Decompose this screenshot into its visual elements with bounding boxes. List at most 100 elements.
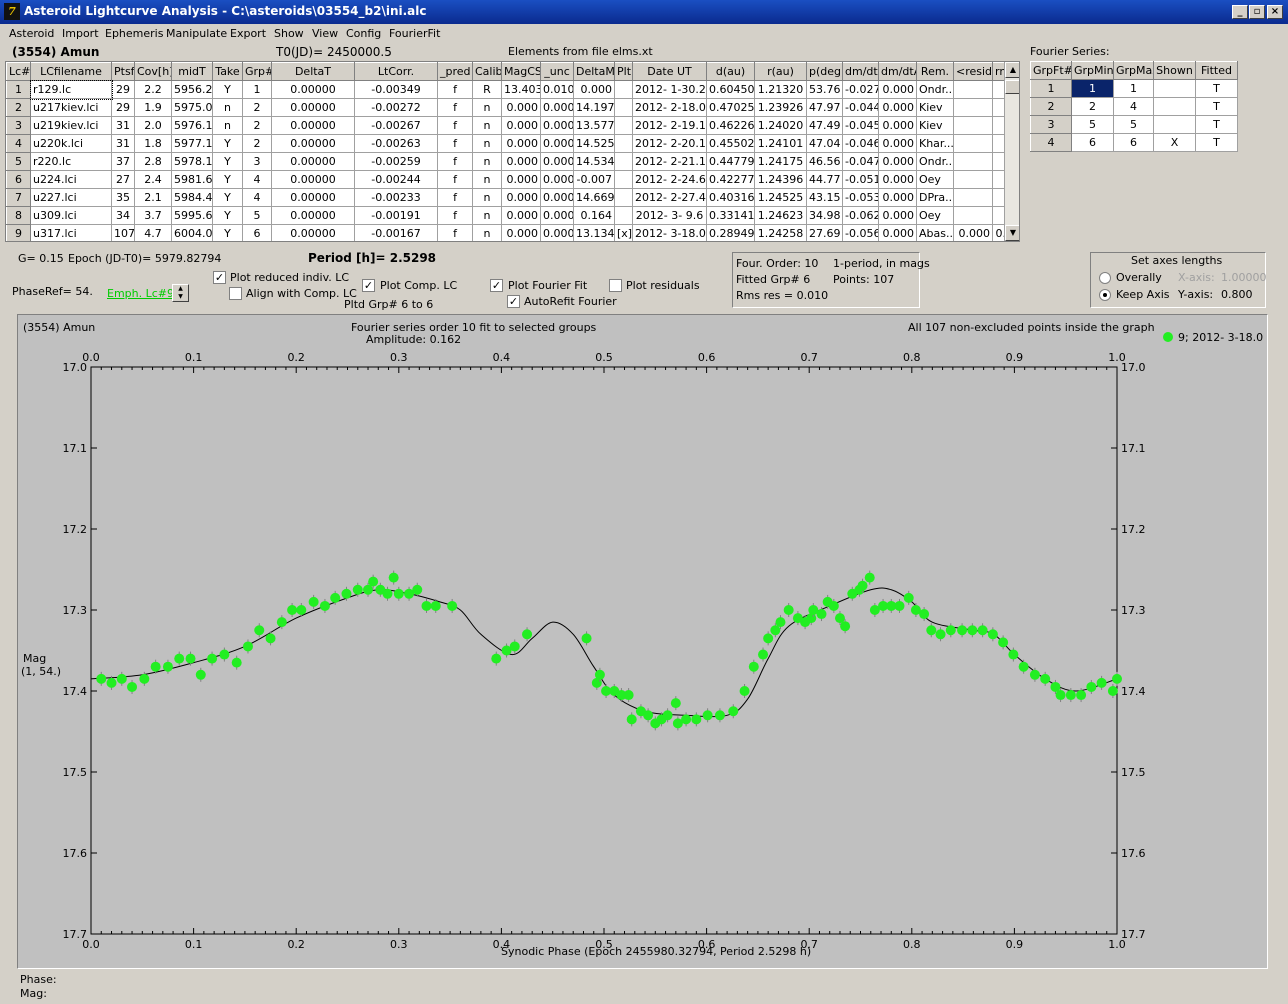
lc-table-cell[interactable]: f [437,116,473,135]
lc-table-cell[interactable]: 14.669 [573,188,615,207]
lc-col-header[interactable]: LtCorr. [354,62,438,81]
lc-table-row[interactable]: 1 r129.lc 29 2.2 5956.2 Y 1 0.00000 -0.00349 f R 13… [6,79,1019,100]
lc-table-cell[interactable]: R [472,80,502,99]
lc-table-cell[interactable]: 2012- 2-19.1 [632,116,707,135]
lc-table-cell[interactable]: 0.00000 [271,98,355,117]
fourier-table-cell[interactable]: 6 [1071,133,1114,152]
lc-table-cell[interactable]: 1.24258 [754,224,807,241]
lc-table-cell[interactable]: 0.00000 [271,188,355,207]
lc-table-cell[interactable]: 47.04 [806,134,843,153]
lc-table-cell[interactable]: 13.134 [573,224,615,241]
lc-table-cell[interactable]: Y [212,206,243,225]
lc-table-row[interactable]: 2 u217kiev.lci 29 1.9 5975.0 n 2 0.00000 -0.0027… [6,98,1019,117]
lc-table-cell[interactable]: 0.00000 [271,116,355,135]
lc-table-cell[interactable]: 5977.1 [171,134,213,153]
lc-table-cell[interactable]: 5981.6 [171,170,213,189]
autorefit-checkbox[interactable]: ✓ [507,295,520,308]
lc-table-cell[interactable]: 0.000 [878,206,917,225]
lc-table-cell[interactable]: 1.24396 [754,170,807,189]
scroll-up-icon[interactable]: ▲ [1005,62,1019,78]
lc-table-cell[interactable] [614,206,633,225]
fourier-col-header[interactable]: Shown [1153,61,1196,80]
lc-col-header[interactable]: Lc# [6,62,31,81]
lc-table-cell[interactable]: -0.045 [842,116,879,135]
lc-table-cell[interactable]: 0.000 [878,224,917,241]
lc-table-cell[interactable]: DPra... [916,188,954,207]
lc-table-cell[interactable]: 107 [111,224,135,241]
fourier-table-cell[interactable]: T [1195,133,1238,152]
lc-table-cell[interactable]: Oey [916,170,954,189]
menu-manipulate[interactable]: Manipulate [166,27,228,40]
lc-table-cell[interactable]: 53.76 [806,80,843,99]
lc-table-cell[interactable] [953,134,993,153]
fourier-table-cell[interactable]: 1 [1113,79,1154,98]
lc-table-cell[interactable]: -0.00267 [354,116,438,135]
lc-table-cell[interactable]: n [212,116,243,135]
lc-table-cell[interactable]: 0.000 [501,224,541,241]
fourier-row-number[interactable]: 4 [1030,133,1072,152]
fourier-col-header[interactable]: Fitted [1195,61,1238,80]
lc-table-cell[interactable]: Khar... [916,134,954,153]
fourier-table-cell[interactable]: T [1195,79,1238,98]
lc-table-cell[interactable]: Kiev [916,98,954,117]
menu-export[interactable]: Export [230,27,267,40]
lc-table-cell[interactable]: 1.21320 [754,80,807,99]
lc-table-cell[interactable]: 0.46226 [706,116,755,135]
lc-table-cell[interactable] [614,134,633,153]
lc-table-cell[interactable]: 27.69 [806,224,843,241]
lc-table-cell[interactable]: -0.007 [573,170,615,189]
lc-table-cell[interactable]: 0.00000 [271,224,355,241]
lc-table-cell[interactable]: 2 [242,116,272,135]
lc-table-cell[interactable]: n [472,188,502,207]
lc-table-cell[interactable]: 0.00000 [271,152,355,171]
lc-table-cell[interactable]: 2012- 3- 9.6 [632,206,707,225]
menu-ephemeris[interactable]: Ephemeris [105,27,164,40]
scroll-thumb[interactable] [1005,80,1019,94]
lc-table-cell[interactable]: 2012- 2-21.1 [632,152,707,171]
lc-table-cell[interactable]: 3 [242,152,272,171]
x-axis-value[interactable]: 1.00000 [1221,271,1267,284]
lc-table-row[interactable]: 4 u220k.lci 31 1.8 5977.1 Y 2 0.00000 -0.00263 f n… [6,134,1019,153]
lc-table-cell[interactable]: 1.24020 [754,116,807,135]
lc-table-row[interactable]: 8 u309.lci 34 3.7 5995.6 Y 5 0.00000 -0.00191 f n 0… [6,206,1019,225]
lc-table-cell[interactable]: 4 [242,188,272,207]
lc-table-cell[interactable]: u309.lci [30,206,112,225]
fourier-table-cell[interactable]: 1 [1071,79,1114,98]
lightcurve-chart[interactable]: (3554) Amun Fourier series order 10 fit … [18,315,1267,968]
lc-table-cell[interactable]: -0.053 [842,188,879,207]
fourier-table-cell[interactable]: 5 [1113,115,1154,134]
lc-table-cell[interactable]: 6 [242,224,272,241]
lc-table-row[interactable]: 9 u317.lci 107 4.7 6004.0 Y 6 0.00000 -0.00167 f n… [6,224,1019,241]
lc-table-cell[interactable]: -0.044 [842,98,879,117]
lc-table-cell[interactable]: 0.000 [878,188,917,207]
lc-table-cell[interactable]: 0.000 [878,134,917,153]
lc-table-cell[interactable]: 0.40316 [706,188,755,207]
lc-table-cell[interactable]: Kiev [916,116,954,135]
lc-table-cell[interactable]: 14.525 [573,134,615,153]
lc-table-cell[interactable]: 14.534 [573,152,615,171]
lc-table-cell[interactable]: 3.7 [134,206,172,225]
lc-table-cell[interactable]: Y [212,152,243,171]
lc-table-cell[interactable]: -0.051 [842,170,879,189]
menu-show[interactable]: Show [274,27,304,40]
y-axis-value[interactable]: 0.800 [1221,288,1253,301]
lc-table-cell[interactable] [953,152,993,171]
lc-table-cell[interactable]: -0.00349 [354,80,438,99]
lc-table-cell[interactable]: 44.77 [806,170,843,189]
lc-table-cell[interactable]: 4 [242,170,272,189]
lc-col-header[interactable]: _pred [437,62,473,81]
lc-table-cell[interactable] [953,188,993,207]
lc-table-cell[interactable]: Y [212,80,243,99]
lc-table-cell[interactable]: f [437,206,473,225]
lc-table-cell[interactable]: -0.00272 [354,98,438,117]
lc-col-header[interactable]: LCfilename [30,62,112,81]
lc-table-cell[interactable]: 0.000 [878,116,917,135]
lc-table-cell[interactable]: 29 [111,80,135,99]
lc-table-cell[interactable]: 0.000 [878,98,917,117]
lc-table-cell[interactable]: 2.0 [134,116,172,135]
lc-table-cell[interactable]: 35 [111,188,135,207]
lc-table-cell[interactable]: 37 [111,152,135,171]
